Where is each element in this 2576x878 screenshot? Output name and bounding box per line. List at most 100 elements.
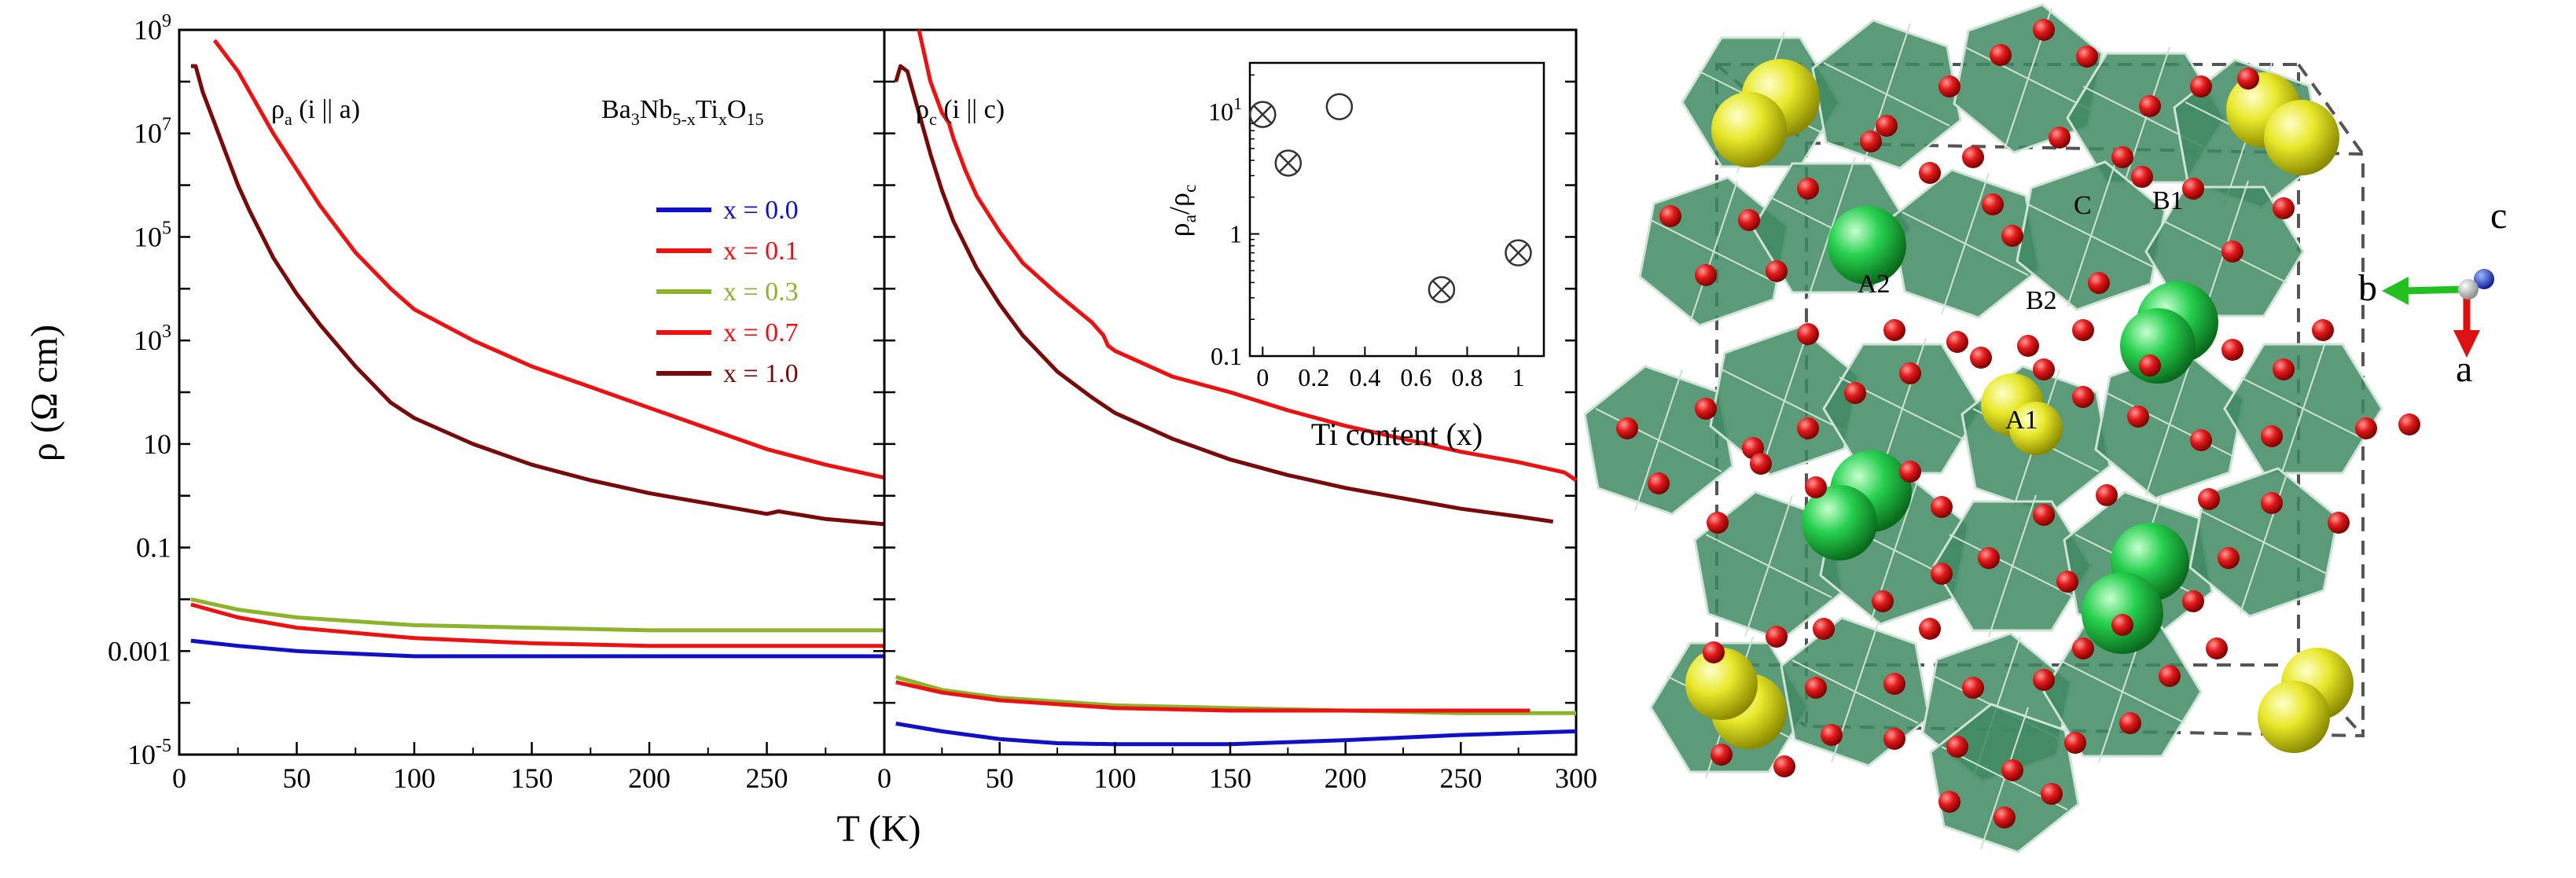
oxygen-atom (2033, 19, 2055, 41)
panel-label-rho-c-sub: c (929, 109, 937, 129)
oxygen-atom (2033, 358, 2055, 380)
oxygen-atom (1797, 323, 1819, 345)
y-tick-base: 10 (134, 221, 162, 252)
oxygen-atom (1938, 791, 1960, 813)
octahedron-edge (2145, 353, 2194, 496)
oxygen-atom (2111, 614, 2133, 636)
oxygen-atom (1766, 260, 1788, 282)
oxygen-atom (2355, 417, 2377, 439)
oxygen-atom (2190, 429, 2212, 451)
a2-site-atom (2120, 308, 2196, 384)
oxygen-atom (2096, 484, 2118, 506)
series-line-c-2 (895, 674, 1576, 715)
oxygen-atom (1813, 618, 1835, 640)
oxygen-atom (1703, 641, 1725, 663)
inset-point-2 (1325, 93, 1354, 120)
oxygen-atom (2056, 571, 2078, 593)
inset-x-tick-label-4: 0.8 (1451, 363, 1483, 391)
oxygen-atom (2041, 783, 2063, 805)
crystal-structure: A2 B2 C B1 A1 b a c (1583, 3, 2507, 854)
x-axis-label: T (K) (836, 808, 921, 850)
oxygen-atom (1648, 472, 1670, 494)
octahedron-edge (1689, 180, 1738, 323)
oxygen-atom (2064, 732, 2086, 754)
oxygen-atom (1766, 626, 1788, 648)
panel-label-rho-a-sub: a (285, 109, 292, 129)
compound-part-7: 15 (746, 109, 763, 129)
inset-x-tick-label-1: 0.2 (1298, 363, 1329, 391)
y-tick-label-4: 103 (134, 321, 171, 356)
oxygen-atom (2111, 146, 2133, 168)
oxygen-atom (1872, 590, 1894, 612)
oxygen-atom (1844, 382, 1866, 404)
series-line-c-0 (917, 29, 1578, 483)
oxygen-atom (1738, 209, 1760, 231)
series-line-a-2 (190, 597, 884, 633)
site-label-b1: B1 (2152, 186, 2184, 215)
legend-label-0: x = 0.0 (723, 196, 799, 225)
oxygen-atom (2119, 712, 2141, 734)
octahedron-edge (1988, 494, 2037, 637)
oxygen-atom (2273, 358, 2295, 380)
oxygen-atom (1938, 75, 1960, 97)
oxygen-atom (2072, 386, 2094, 408)
octahedra (1583, 3, 2383, 854)
inset-xlabel: Ti content (x) (1311, 417, 1483, 452)
site-label-c: C (2074, 191, 2092, 220)
series-line-a-0 (212, 39, 885, 480)
inset-ylabel-part-4: c (1180, 185, 1200, 193)
inset-point-cross-4 (1508, 243, 1528, 263)
octahedron-edge (1807, 156, 1856, 299)
panel-rho-a: 0 50 100 150 200 25010-50.0010.11010310510710… (108, 11, 886, 794)
oxygen-atom (1797, 178, 1819, 200)
axes-triad: b a c (2358, 195, 2507, 390)
inset-y-tick-base: 10 (1208, 97, 1233, 126)
legend-label-2: x = 0.3 (723, 277, 799, 307)
x-tick-label-c-5: 250 (1439, 762, 1482, 794)
oxygen-atom (1946, 331, 1968, 353)
y-tick-exp: 9 (162, 11, 171, 31)
compound-part-2: Nb (640, 95, 673, 124)
panel-label-rho-a: ρa (i || a) (271, 95, 360, 129)
oxygen-atom (1919, 162, 1941, 184)
x-tick-label-c-6: 300 (1555, 762, 1597, 794)
axis-b-arrow (2403, 285, 2468, 295)
axis-ticks-c: 0 50 100 150 200 250 300 (877, 28, 1597, 794)
oxygen-atom (2198, 488, 2220, 510)
inset-point-cross-0 (1253, 105, 1273, 124)
oxygen-atom (1711, 744, 1733, 766)
legend: x = 0.0 x = 0.1 x = 0.3 x = 0.7 x = 1.0 (656, 196, 799, 388)
oxygen-atom (2182, 178, 2204, 200)
octahedron-edge (2240, 471, 2288, 614)
inset-y-tick-exp: 1 (1233, 94, 1242, 113)
compound-part-6: O (727, 95, 747, 124)
oxygen-atom (1860, 130, 1882, 152)
oxygen-atom (2273, 197, 2295, 219)
oxygen-atom (1695, 264, 1717, 286)
ba-atom (1685, 648, 1758, 720)
oxygen-atom (2206, 637, 2228, 659)
oxygen-atom (2221, 339, 2243, 361)
oxygen-atom (2261, 425, 2283, 447)
series-line-a-3 (190, 602, 884, 648)
compound-part-5: x (718, 109, 727, 129)
octahedron-edge (1760, 329, 1809, 472)
x-tick-label-c-0: 0 (877, 762, 891, 794)
oxygen-atom (2049, 127, 2071, 149)
oxygen-atom (1970, 347, 1992, 369)
x-tick-label-c-4: 200 (1325, 762, 1367, 794)
oxygen-atom (2218, 547, 2240, 569)
compound-part-0: Ba (601, 95, 631, 124)
inset-ylabel-part-3: ρ (1163, 193, 1195, 207)
axis-origin (2458, 279, 2479, 299)
compound-part-3: 5-x (672, 109, 695, 129)
axis-ticks-a: 0 50 100 150 200 25010-50.0010.11010310510710… (108, 11, 884, 794)
oxygen-atom (2001, 759, 2023, 781)
octahedron-edge (2122, 46, 2170, 189)
axis-label-b: b (2358, 267, 2377, 309)
oxygen-atom (2139, 355, 2161, 377)
oxygen-atom (2131, 166, 2153, 188)
oxygen-atom (2072, 637, 2094, 659)
y-tick-base: 10 (127, 739, 156, 770)
